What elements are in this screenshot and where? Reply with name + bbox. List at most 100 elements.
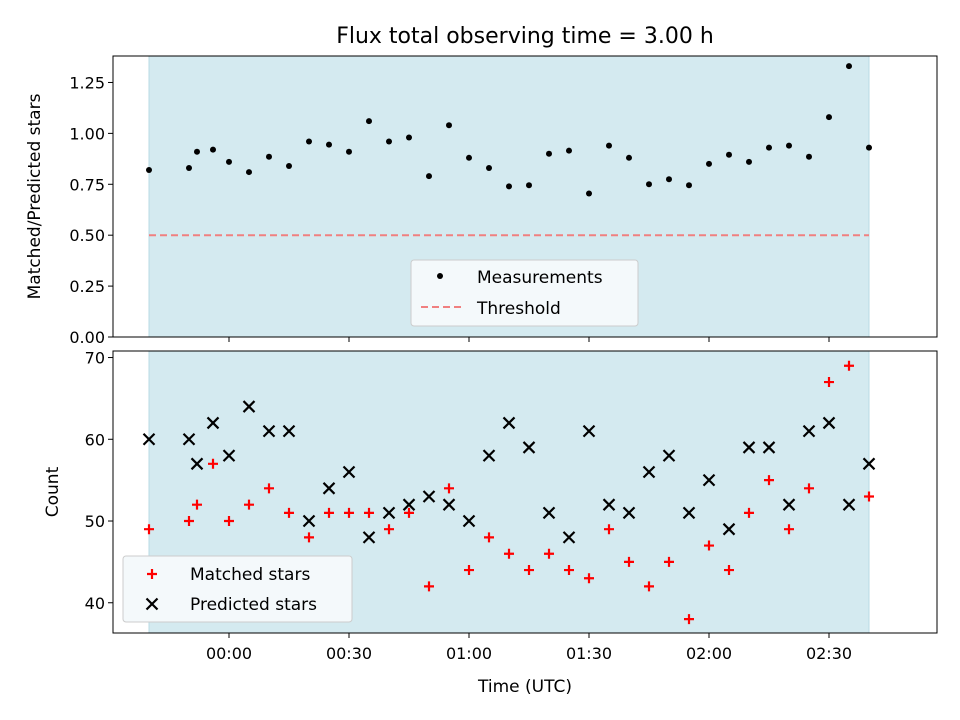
predicted-star-point	[190, 457, 204, 471]
y-tick-label: 60	[85, 430, 105, 449]
matched-star-point	[844, 360, 854, 371]
y-tick-label: 50	[85, 512, 105, 531]
measurement-point	[726, 151, 732, 158]
measurement-point	[506, 183, 512, 190]
measurement-point	[246, 169, 252, 176]
y-tick-label: 0.25	[69, 277, 105, 296]
measurement-point	[546, 150, 552, 157]
predicted-star-point	[542, 506, 556, 520]
matched-star-point	[484, 532, 494, 543]
predicted-star-point	[522, 441, 536, 454]
predicted-star-point	[482, 449, 496, 462]
measurement-point	[566, 147, 572, 154]
matched-star-point	[524, 565, 534, 576]
matched-star-point	[324, 507, 334, 518]
y-tick-label: 0.50	[69, 226, 105, 245]
x-tick-label: 01:30	[566, 644, 612, 663]
matched-star-point	[304, 532, 314, 543]
predicted-star-point	[822, 416, 836, 430]
matched-star-point	[184, 516, 194, 527]
measurement-point	[846, 63, 852, 70]
measurement-point	[586, 190, 592, 197]
predicted-star-point	[622, 506, 636, 520]
measurement-point	[806, 153, 812, 160]
measurement-point	[286, 162, 292, 169]
measurement-point	[326, 141, 332, 148]
x-tick-label: 02:30	[806, 644, 852, 663]
matched-star-point	[824, 377, 834, 388]
matched-star-point	[144, 524, 154, 535]
y-tick-label: 1.00	[69, 124, 105, 143]
measurement-point	[486, 164, 492, 171]
predicted-star-point	[502, 416, 516, 430]
measurement-point	[706, 160, 712, 167]
measurement-point	[210, 146, 216, 153]
legend-marker-measurements	[437, 273, 443, 279]
bottom-axes-frame	[112, 350, 938, 634]
measurement-point	[426, 173, 432, 180]
legend-box	[410, 259, 639, 327]
predicted-star-point	[362, 531, 376, 544]
predicted-star-point	[422, 490, 436, 503]
legend-label-predicted: Predicted stars	[190, 595, 317, 615]
predicted-star-point	[462, 514, 476, 528]
matched-star-point	[444, 483, 454, 494]
matched-star-point	[384, 524, 394, 535]
top-panel: 0.00 0.25 0.50 0.75 1.00 1.25 Matched/Predicte…	[25, 55, 938, 347]
matched-star-point	[192, 499, 202, 510]
matched-star-point	[784, 524, 794, 535]
predicted-star-point	[302, 514, 316, 528]
measurement-point	[766, 144, 772, 151]
measurement-point	[366, 118, 372, 125]
measurement-point	[146, 167, 152, 174]
matched-star-point	[584, 573, 594, 584]
x-tick-label: 00:00	[206, 644, 252, 663]
matched-star-point	[424, 581, 434, 592]
y-tick-label: 70	[85, 349, 105, 368]
measurement-point	[306, 138, 312, 145]
x-tick-label: 02:00	[686, 644, 732, 663]
measurement-point	[386, 138, 392, 145]
y-tick-label: 40	[85, 594, 105, 613]
legend-box	[122, 555, 353, 623]
matched-star-point	[604, 524, 614, 535]
x-axis-label: Time (UTC)	[477, 677, 572, 697]
matched-star-point	[804, 483, 814, 494]
predicted-star-point	[842, 498, 856, 511]
legend-marker-predicted	[145, 597, 159, 611]
predicted-star-point	[562, 531, 576, 544]
top-legend: Measurements Threshold	[410, 259, 639, 327]
matched-star-point	[624, 556, 634, 567]
predicted-star-point	[142, 433, 156, 446]
measurement-point	[606, 142, 612, 149]
x-tick-label: 00:30	[326, 644, 372, 663]
predicted-star-point	[722, 522, 736, 536]
measurement-point	[866, 144, 872, 151]
matched-star-point	[864, 491, 874, 502]
predicted-star-point	[442, 498, 456, 511]
predicted-star-point	[322, 482, 336, 495]
predicted-star-point	[642, 465, 656, 479]
measurement-point	[626, 154, 632, 161]
matched-star-point	[664, 556, 674, 567]
y-tick-label: 0.75	[69, 175, 105, 194]
bottom-panel: 40 50 60 70 00:00 00:30 01:00 01:30 02:00 02:30 Ti…	[43, 349, 938, 697]
measurement-point	[746, 158, 752, 165]
predicted-star-point	[262, 424, 276, 438]
top-axes-frame	[112, 55, 938, 338]
matched-star-point	[284, 507, 294, 518]
measurement-point	[194, 148, 200, 155]
y-axis-label: Matched/Predicted stars	[25, 93, 45, 299]
predicted-star-point	[782, 498, 796, 511]
predicted-star-point	[382, 506, 396, 520]
matched-star-point	[724, 565, 734, 576]
measurement-point	[226, 158, 232, 165]
matched-star-point	[264, 483, 274, 494]
measurement-point	[406, 134, 412, 141]
matched-star-point	[764, 475, 774, 486]
predicted-star-point	[802, 424, 816, 438]
matched-star-point	[244, 499, 254, 510]
matched-star-point	[684, 614, 694, 625]
measurement-point	[646, 181, 652, 188]
